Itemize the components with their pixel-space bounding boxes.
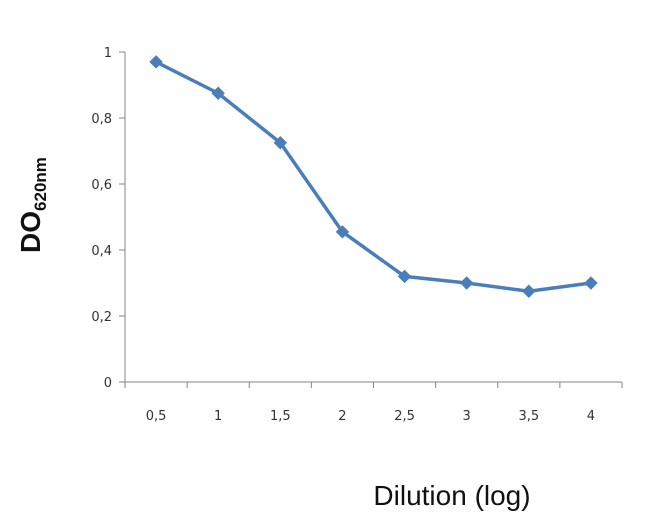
y-axis-title-subscript: 620nm <box>31 157 50 211</box>
x-tick-label: 3 <box>463 409 471 424</box>
x-tick-label: 2 <box>338 409 346 424</box>
data-point-marker <box>273 136 288 150</box>
series-line <box>154 60 593 293</box>
data-point-marker <box>335 225 350 239</box>
data-point-marker <box>522 284 536 298</box>
data-point-marker <box>459 276 474 290</box>
x-tick-label: 3,5 <box>518 409 539 424</box>
y-axis: 0 0,2 0,4 0,6 0,8 1 <box>91 46 126 391</box>
y-tick-label: 0 <box>104 376 112 391</box>
data-point-marker <box>397 269 412 284</box>
series-layer <box>149 55 598 298</box>
y-tick-label: 1 <box>104 46 112 61</box>
y-tick-label: 0,2 <box>91 310 112 325</box>
y-tick-label: 0,8 <box>91 112 112 127</box>
x-axis: 0,5 1 1,5 2 2,5 3 3,5 4 <box>124 381 623 424</box>
data-point-marker <box>149 55 163 69</box>
data-point-marker <box>211 86 225 100</box>
x-axis-title: Dilution (log) <box>373 480 530 511</box>
y-axis-title: DO620nm <box>15 157 50 253</box>
y-axis-title-main: DO <box>15 211 46 253</box>
data-point-marker <box>584 276 598 290</box>
x-tick-label: 1,5 <box>270 409 291 424</box>
x-tick-label: 1 <box>214 409 222 424</box>
x-tick-label: 2,5 <box>394 409 415 424</box>
x-tick-label: 0,5 <box>146 409 167 424</box>
y-tick-label: 0,6 <box>91 178 112 193</box>
x-tick-label: 4 <box>587 409 595 424</box>
y-tick-label: 0,4 <box>91 244 112 259</box>
